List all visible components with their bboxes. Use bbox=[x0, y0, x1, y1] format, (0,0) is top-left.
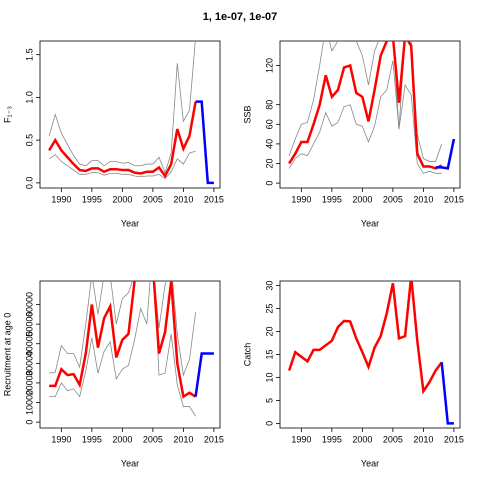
y-tick-label: 80 bbox=[264, 100, 274, 110]
series-line bbox=[288, 41, 443, 162]
y-tick-label: 10 bbox=[264, 372, 274, 382]
plot-frame bbox=[39, 280, 221, 429]
y-tick-label: 30000 bbox=[24, 351, 34, 376]
x-tick-label: 1995 bbox=[82, 194, 102, 204]
x-tick-label: 2010 bbox=[413, 194, 433, 204]
x-tick-label: 2005 bbox=[143, 194, 163, 204]
y-tick-label: 40 bbox=[264, 139, 274, 149]
y-tick-label: 1.5 bbox=[24, 48, 34, 61]
x-tick-label: 2005 bbox=[143, 434, 163, 444]
y-tick-label: 0.5 bbox=[24, 134, 34, 147]
y-axis-label: Recruitment at age 0 bbox=[2, 313, 12, 397]
x-tick-label: 1995 bbox=[322, 194, 342, 204]
x-tick-label: 2000 bbox=[112, 194, 132, 204]
series-line bbox=[49, 281, 196, 417]
series-line bbox=[48, 41, 196, 174]
x-axis-label: Year bbox=[361, 458, 379, 468]
y-tick-label: 40000 bbox=[24, 331, 34, 356]
series-line bbox=[287, 281, 443, 395]
y-tick-label: 0.0 bbox=[24, 177, 34, 190]
y-tick-label: 10000 bbox=[24, 390, 34, 415]
y-axis-label: Catch bbox=[242, 343, 252, 367]
plot-frame bbox=[39, 40, 221, 189]
y-axis-label: F₁₋₃ bbox=[2, 106, 12, 123]
series-line bbox=[435, 138, 456, 170]
y-tick-label: 0 bbox=[264, 181, 274, 186]
x-tick-label: 2010 bbox=[173, 434, 193, 444]
y-tick-label: 20 bbox=[264, 327, 274, 337]
panel: 1990 1995 2000 2005 2010 2015 0 5 10 15 20 25 30 Year… bbox=[242, 280, 464, 469]
y-tick-label: 50000 bbox=[24, 312, 34, 337]
x-tick-label: 2015 bbox=[444, 194, 464, 204]
plot-frame bbox=[279, 40, 461, 189]
x-tick-label: 2000 bbox=[352, 194, 372, 204]
y-tick-label: 25 bbox=[264, 304, 274, 314]
y-tick-label: 20000 bbox=[24, 370, 34, 395]
x-axis-label: Year bbox=[361, 218, 379, 228]
x-tick-label: 2015 bbox=[204, 194, 224, 204]
x-tick-label: 2005 bbox=[383, 434, 403, 444]
x-tick-label: 1995 bbox=[82, 434, 102, 444]
y-tick-label: 30 bbox=[264, 281, 274, 291]
x-tick-label: 2000 bbox=[352, 434, 372, 444]
series-line bbox=[49, 281, 196, 377]
series-line bbox=[49, 281, 197, 399]
panel: 1990 1995 2000 2005 2010 2015 0.0 0.5 1.0 1.5 Year… bbox=[2, 40, 224, 228]
x-tick-label: 1990 bbox=[51, 434, 71, 444]
figure-title: 1, 1e-07, 1e-07 bbox=[203, 11, 278, 23]
x-tick-label: 2015 bbox=[204, 434, 224, 444]
x-tick-label: 2000 bbox=[112, 434, 132, 444]
x-axis-label: Year bbox=[121, 458, 139, 468]
series-line bbox=[440, 362, 454, 425]
y-tick-label: 20 bbox=[264, 158, 274, 168]
x-tick-label: 2010 bbox=[413, 434, 433, 444]
x-tick-label: 1995 bbox=[322, 434, 342, 444]
y-tick-label: 15 bbox=[264, 349, 274, 359]
series-line bbox=[288, 41, 443, 170]
series-line bbox=[48, 150, 196, 180]
series-line bbox=[48, 101, 197, 179]
plot-frame bbox=[279, 280, 461, 429]
panel: 1990 1995 2000 2005 2010 2015 0 20 40 60 80 120 Year… bbox=[242, 40, 464, 228]
panel: 1990 1995 2000 2005 2010 2015 0 100002000030000… bbox=[2, 280, 224, 468]
series-line bbox=[194, 352, 214, 397]
x-tick-label: 1990 bbox=[291, 194, 311, 204]
x-axis-label: Year bbox=[121, 218, 139, 228]
y-tick-label: 5 bbox=[264, 398, 274, 403]
x-tick-label: 2005 bbox=[383, 194, 403, 204]
y-tick-label: 0 bbox=[24, 420, 34, 425]
y-tick-label: 0 bbox=[264, 421, 274, 426]
y-tick-label: 60000 bbox=[24, 292, 34, 317]
x-tick-label: 2015 bbox=[444, 434, 464, 444]
y-tick-label: 1.0 bbox=[24, 91, 34, 104]
series-line bbox=[195, 100, 214, 185]
y-tick-label: 60 bbox=[264, 119, 274, 129]
x-tick-label: 1990 bbox=[51, 194, 71, 204]
x-tick-label: 1990 bbox=[291, 434, 311, 444]
y-axis-label: SSB bbox=[242, 105, 252, 123]
x-tick-label: 2010 bbox=[173, 194, 193, 204]
y-tick-label: 120 bbox=[264, 58, 274, 73]
